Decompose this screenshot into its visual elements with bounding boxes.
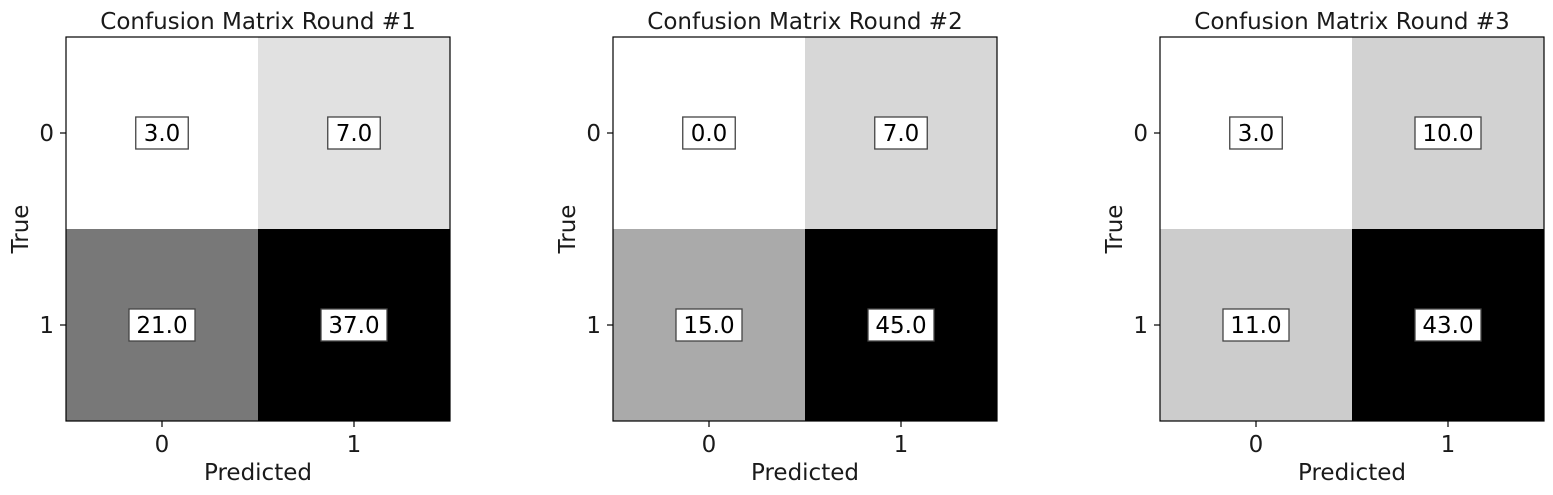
cell-label-r1-c0: 11.0 <box>1230 313 1281 339</box>
cell-label-r0-c0: 0.0 <box>691 121 728 147</box>
cell-label-r1-c1: 37.0 <box>328 313 379 339</box>
plot-frame <box>612 36 998 422</box>
cell-label-r0-c0: 3.0 <box>1238 121 1275 147</box>
chart-title: Confusion Matrix Round #2 <box>647 9 962 35</box>
cell-label-box-r0-c1 <box>327 116 381 150</box>
chart-title: Confusion Matrix Round #1 <box>100 9 415 35</box>
cell-label-box-r1-c1 <box>1414 308 1482 342</box>
x-tick-label-1: 1 <box>347 432 362 458</box>
y-axis-label: True <box>1102 205 1128 255</box>
x-axis-label: Predicted <box>751 460 859 486</box>
cell-label-box-r0-c0 <box>135 116 189 150</box>
cell-label-box-r1-c0 <box>128 308 196 342</box>
confusion-matrix-3: 3.0 10.0 11.0 43.0 0 1 0 1 Confusion Matrix Roun… <box>1102 9 1545 486</box>
y-axis-label: True <box>8 205 34 255</box>
x-tick-label-0: 0 <box>1249 432 1264 458</box>
cell-label-r1-c1: 43.0 <box>1422 313 1473 339</box>
x-tick-label-0: 0 <box>155 432 170 458</box>
x-axis-label: Predicted <box>1298 460 1406 486</box>
cell-label-box-r1-c1 <box>867 308 935 342</box>
confusion-matrix-1: 3.0 7.0 21.0 37.0 0 1 0 1 Confusion Matrix Round… <box>8 9 451 486</box>
chart-title: Confusion Matrix Round #3 <box>1194 9 1509 35</box>
cell-label-box-r0-c1 <box>874 116 928 150</box>
cell-label-box-r0-c1 <box>1414 116 1482 150</box>
cell-label-r1-c1: 45.0 <box>875 313 926 339</box>
y-tick-label-0: 0 <box>586 121 601 147</box>
cell-label-r0-c1: 7.0 <box>336 121 373 147</box>
cell-label-box-r0-c0 <box>1229 116 1283 150</box>
y-axis-label: True <box>555 205 581 255</box>
plot-frame <box>1159 36 1545 422</box>
y-tick-label-0: 0 <box>1133 121 1148 147</box>
y-tick-label-1: 1 <box>586 313 601 339</box>
cell-label-r0-c1: 7.0 <box>883 121 920 147</box>
cell-label-r1-c0: 21.0 <box>136 313 187 339</box>
y-tick-label-1: 1 <box>39 313 54 339</box>
y-tick-label-1: 1 <box>1133 313 1148 339</box>
cell-label-r0-c0: 3.0 <box>144 121 181 147</box>
y-tick-label-0: 0 <box>39 121 54 147</box>
x-tick-label-0: 0 <box>702 432 717 458</box>
cell-label-box-r1-c0 <box>675 308 743 342</box>
cell-label-r1-c0: 15.0 <box>683 313 734 339</box>
cell-label-box-r1-c0 <box>1222 308 1290 342</box>
plot-frame <box>65 36 451 422</box>
confusion-matrix-2: 0.0 7.0 15.0 45.0 0 1 0 1 Confusion Matrix Round… <box>555 9 998 486</box>
x-tick-label-1: 1 <box>894 432 909 458</box>
x-tick-label-1: 1 <box>1441 432 1456 458</box>
x-axis-label: Predicted <box>204 460 312 486</box>
cell-label-box-r1-c1 <box>320 308 388 342</box>
cell-label-r0-c1: 10.0 <box>1422 121 1473 147</box>
cell-label-box-r0-c0 <box>682 116 736 150</box>
